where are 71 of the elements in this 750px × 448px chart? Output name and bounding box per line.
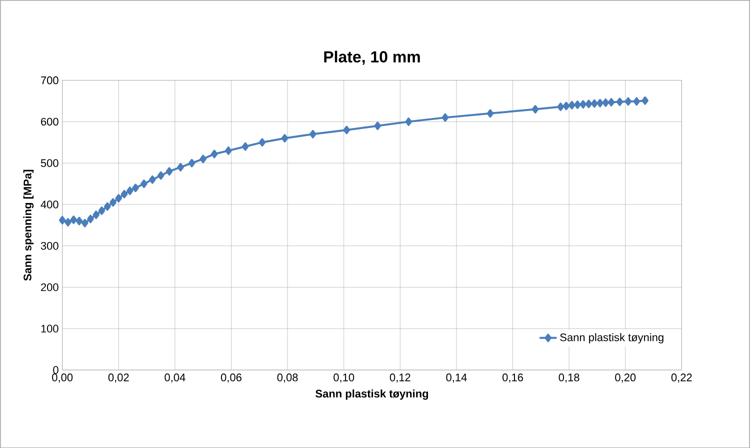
point [602,98,610,107]
point [81,218,88,228]
x-tick-label: 0,08 [277,373,298,382]
point [591,99,598,108]
x-tick-label: 0,20 [615,373,636,382]
point [76,216,83,226]
point [98,206,106,215]
y-tick-label: 700 [41,76,58,84]
point [210,150,218,158]
x-tick-label: 0,04 [164,373,186,382]
point [200,154,206,163]
legend-label: Sann plastisk tøyning [560,333,664,344]
y-axis-title: Sann spenning [MPa] [23,170,34,281]
y-tick-label: 600 [41,118,58,126]
point [624,97,632,106]
point [642,96,648,105]
point [405,117,412,126]
point [177,162,184,172]
x-tick-label: 0,18 [558,373,580,382]
x-tick-label: 0,14 [446,373,467,382]
point [574,100,581,109]
y-tick-label: 200 [41,283,58,291]
x-tick-label: 0,16 [502,373,523,382]
point [309,130,316,138]
point [157,171,164,180]
point [225,146,232,155]
point [132,184,139,192]
point [188,158,196,168]
point [140,179,148,188]
y-tick-label: 400 [40,200,58,208]
x-axis-title: Sann plastisk tøyning [316,389,428,400]
point [580,100,587,108]
point [64,218,72,226]
point [442,113,449,122]
point [149,175,156,184]
point [633,97,640,106]
point [58,216,66,224]
point [126,186,134,195]
point [486,109,494,118]
point [374,121,382,130]
point [92,210,100,219]
chart-title: Plate, 10 mm [324,50,420,65]
point [166,167,173,176]
point [616,97,624,106]
point [104,202,111,211]
point [608,98,615,106]
point [281,134,288,142]
x-tick-label: 0,12 [390,373,410,382]
point [532,104,539,114]
point [585,100,592,108]
point [562,102,570,110]
point [115,194,122,202]
x-tick-label: 0,02 [108,373,129,382]
point [258,138,266,146]
point [242,142,249,151]
x-tick-label: 0,06 [220,373,242,382]
y-tick-label: 100 [41,324,58,332]
point [120,190,128,198]
point [596,98,604,108]
point [343,126,350,134]
x-tick-label: 0,10 [334,373,354,382]
point [568,100,576,110]
x-tick-label: 0,22 [671,373,692,382]
point [70,215,77,224]
point [87,214,94,223]
point [557,102,564,111]
y-tick-label: 300 [40,242,58,250]
x-tick-label: 0,00 [52,373,73,382]
y-tick-label: 500 [40,159,58,167]
point [110,198,116,206]
y-tick-label: 0 [53,366,58,374]
